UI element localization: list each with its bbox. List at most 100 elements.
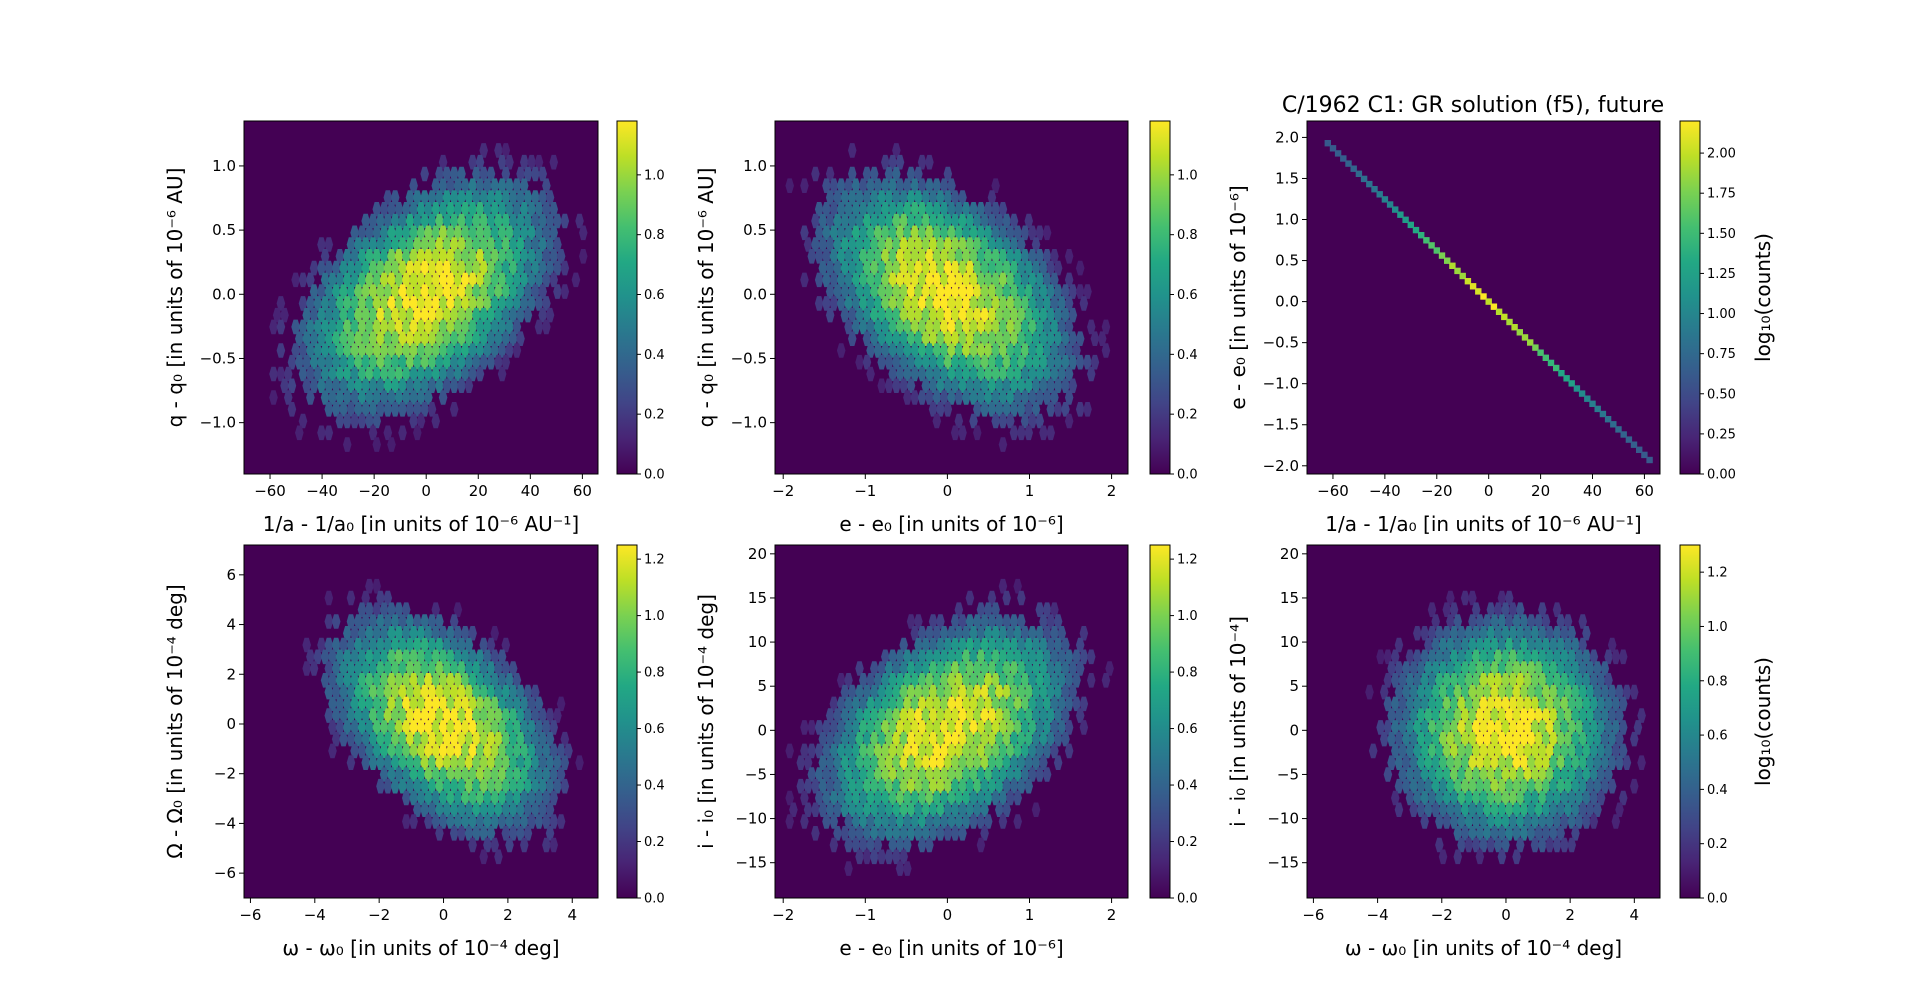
hexbin-cell: [1017, 590, 1026, 606]
hexbin-cell: [1050, 366, 1059, 382]
hexbin-cell: [1046, 637, 1055, 653]
hexbin-cell: [1541, 755, 1551, 770]
hexbin-cell: [836, 720, 846, 735]
hexbin-cell: [520, 837, 529, 853]
hexbin-cell: [1574, 720, 1584, 735]
hexbin-cell: [903, 225, 912, 241]
hexbin-cell: [895, 249, 905, 264]
hexbin-cell: [1446, 590, 1455, 606]
hexbin-cell: [486, 755, 496, 770]
hexbin-cell: [398, 755, 407, 770]
hexbin-cell: [936, 778, 945, 794]
hexbin-cell: [1552, 602, 1562, 617]
hexbin-cell: [1057, 649, 1067, 665]
hexbin-cell: [438, 343, 448, 358]
hexbin-cell: [1563, 614, 1573, 629]
hexbin-cell: [851, 743, 861, 759]
hexbin-cell: [324, 425, 334, 441]
hexbin-cell: [508, 731, 518, 747]
hexbin-cell: [884, 331, 894, 346]
hexbin-cell: [372, 437, 381, 452]
hexbin-cell: [925, 249, 934, 264]
hexbin-cell: [899, 637, 908, 653]
hexbin-cell: [1050, 602, 1059, 617]
hexbin-cell: [442, 802, 452, 817]
hexbin-cell: [1446, 802, 1455, 817]
hexbin-cell: [1582, 790, 1591, 806]
hexbin-cell: [453, 767, 463, 782]
hexbin-cell: [1584, 395, 1591, 402]
hexbin-cell: [1475, 849, 1485, 865]
hexbin-cell: [405, 684, 415, 700]
hexbin-cell: [984, 673, 993, 688]
y-tick-label: 20: [1280, 545, 1299, 563]
hexbin-cell: [954, 225, 964, 241]
hexbin-cell: [800, 225, 809, 241]
hexbin-cell: [1446, 731, 1455, 747]
hexbin-cell: [895, 178, 905, 193]
hexbin-cell: [866, 767, 875, 782]
hexbin-cell: [394, 767, 404, 782]
hexbin-cell: [1420, 696, 1429, 712]
hexbin-cell: [346, 260, 356, 276]
hexbin-cell: [1545, 720, 1554, 735]
colorbar-tick-label: 0.6: [1177, 722, 1198, 737]
hexbin-cell: [453, 249, 463, 264]
hexbin-cell: [1431, 637, 1440, 653]
colorbar-tick-label: 0.2: [644, 408, 665, 423]
hexbin-cell: [405, 213, 415, 229]
hexbin-cell: [785, 178, 794, 193]
hexbin-cell: [1460, 637, 1470, 653]
hexbin-cell: [1009, 425, 1019, 441]
colorbar-tick-label: 0.75: [1707, 347, 1736, 362]
hexbin-cell: [376, 708, 385, 723]
hexbin-cell: [980, 826, 989, 841]
hexbin-cell: [1556, 614, 1565, 629]
hexbin-cell: [859, 814, 868, 829]
hexbin-cell: [1471, 743, 1481, 759]
hexbin-cell: [1064, 366, 1074, 382]
hexbin-cell: [917, 673, 927, 688]
hexbin-cell: [1457, 696, 1466, 712]
hexbin-cell: [1578, 778, 1587, 794]
hexbin-cell: [1516, 837, 1525, 853]
hexbin-cell: [431, 673, 440, 688]
hexbin-cell: [881, 343, 890, 358]
hexbin-cell: [542, 272, 551, 288]
hexbin-cell: [910, 814, 919, 829]
hexbin-cell: [494, 260, 503, 276]
hexbin-cell: [976, 720, 986, 735]
hexbin-cell: [995, 778, 1004, 794]
hexbin-cell: [490, 814, 499, 829]
hexbin-cell: [553, 755, 562, 770]
hexbin-cell: [1002, 614, 1011, 629]
hexbin-cell: [1619, 649, 1628, 665]
hexbin-cell: [331, 354, 341, 370]
hexbin-cell: [1009, 213, 1019, 229]
hexbin-cell: [527, 249, 536, 264]
hexbin-cell: [984, 366, 993, 382]
hexbin-cell: [1482, 684, 1492, 700]
hexbin-cell: [947, 626, 956, 641]
hexbin-cell: [343, 296, 352, 311]
hexbin-cell: [317, 307, 326, 323]
hexbin-cell: [379, 673, 389, 688]
hexbin-cell: [892, 307, 901, 323]
hexbin-cell: [387, 626, 396, 641]
hexbin-cell: [1475, 614, 1485, 629]
hexbin-cell: [1024, 331, 1033, 346]
hexbin-cell: [928, 354, 938, 370]
hexbin-cell: [939, 743, 949, 759]
hexbin-cell: [1552, 837, 1562, 853]
hexbin-cell: [464, 331, 474, 346]
hexbin-cell: [413, 802, 422, 817]
hexbin-cell: [914, 614, 923, 629]
hexbin-cell: [833, 284, 842, 299]
hexbin-cell: [1402, 731, 1411, 747]
hexbin-cell: [520, 154, 529, 170]
hexbin-cell: [1009, 614, 1019, 629]
hexbin-cell: [1471, 720, 1481, 735]
hexbin-cell: [943, 284, 953, 299]
hexbin-cell: [438, 626, 448, 641]
hexbin-cell: [1493, 602, 1503, 617]
